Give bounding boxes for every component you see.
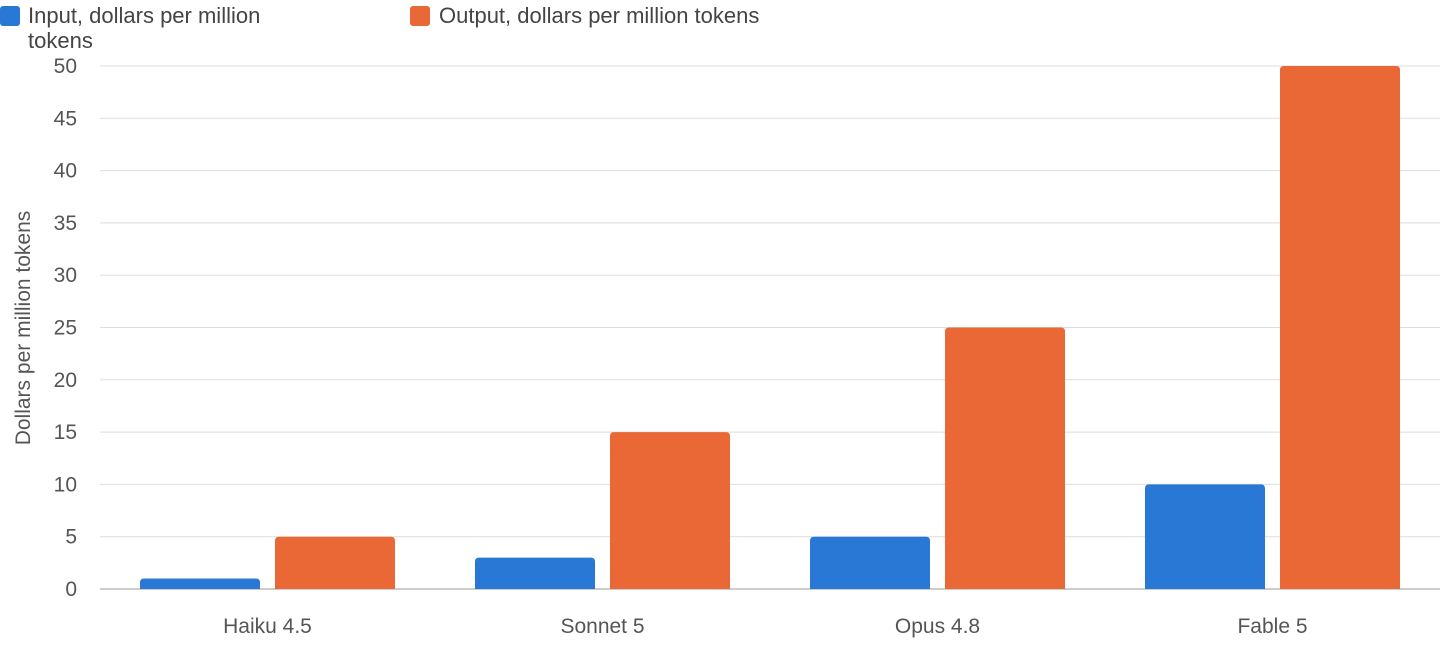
- legend-label: Output, dollars per million tokens: [439, 3, 759, 28]
- legend-label: Input, dollars per million tokens: [28, 3, 260, 53]
- y-tick-label: 10: [54, 473, 77, 496]
- y-tick-label: 30: [54, 264, 77, 287]
- bar-input-opus-4-8: [810, 536, 930, 589]
- y-tick-label: 45: [54, 107, 77, 130]
- y-tick-label: 5: [65, 526, 77, 549]
- bar-input-haiku-4-5: [140, 578, 260, 589]
- legend: Input, dollars per million tokens Output, …: [0, 3, 759, 53]
- y-axis-ticks: 0 5 10 15 20 25 30 35 40 45 50: [54, 55, 77, 601]
- y-tick-label: 40: [54, 160, 77, 183]
- y-tick-label: 35: [54, 212, 77, 235]
- bars: [140, 66, 1400, 589]
- bar-output-haiku-4-5: [275, 536, 395, 589]
- y-tick-label: 50: [54, 55, 77, 78]
- x-tick-label: Sonnet 5: [560, 615, 644, 638]
- x-tick-label: Fable 5: [1237, 615, 1307, 638]
- y-tick-label: 20: [54, 369, 77, 392]
- bar-output-fable-5: [1280, 66, 1400, 589]
- bar-input-fable-5: [1145, 484, 1265, 589]
- legend-swatch: [0, 6, 20, 26]
- x-tick-label: Haiku 4.5: [223, 615, 312, 638]
- legend-swatch: [410, 6, 430, 26]
- y-tick-label: 25: [54, 317, 77, 340]
- x-axis-ticks: Haiku 4.5 Sonnet 5 Opus 4.8 Fable 5: [223, 615, 1307, 638]
- y-tick-label: 0: [65, 578, 77, 601]
- y-tick-label: 15: [54, 421, 77, 444]
- bar-output-opus-4-8: [945, 327, 1065, 589]
- bar-output-sonnet-5: [610, 432, 730, 589]
- x-tick-label: Opus 4.8: [895, 615, 980, 638]
- y-axis-title: Dollars per million tokens: [12, 211, 35, 446]
- bar-input-sonnet-5: [475, 557, 595, 589]
